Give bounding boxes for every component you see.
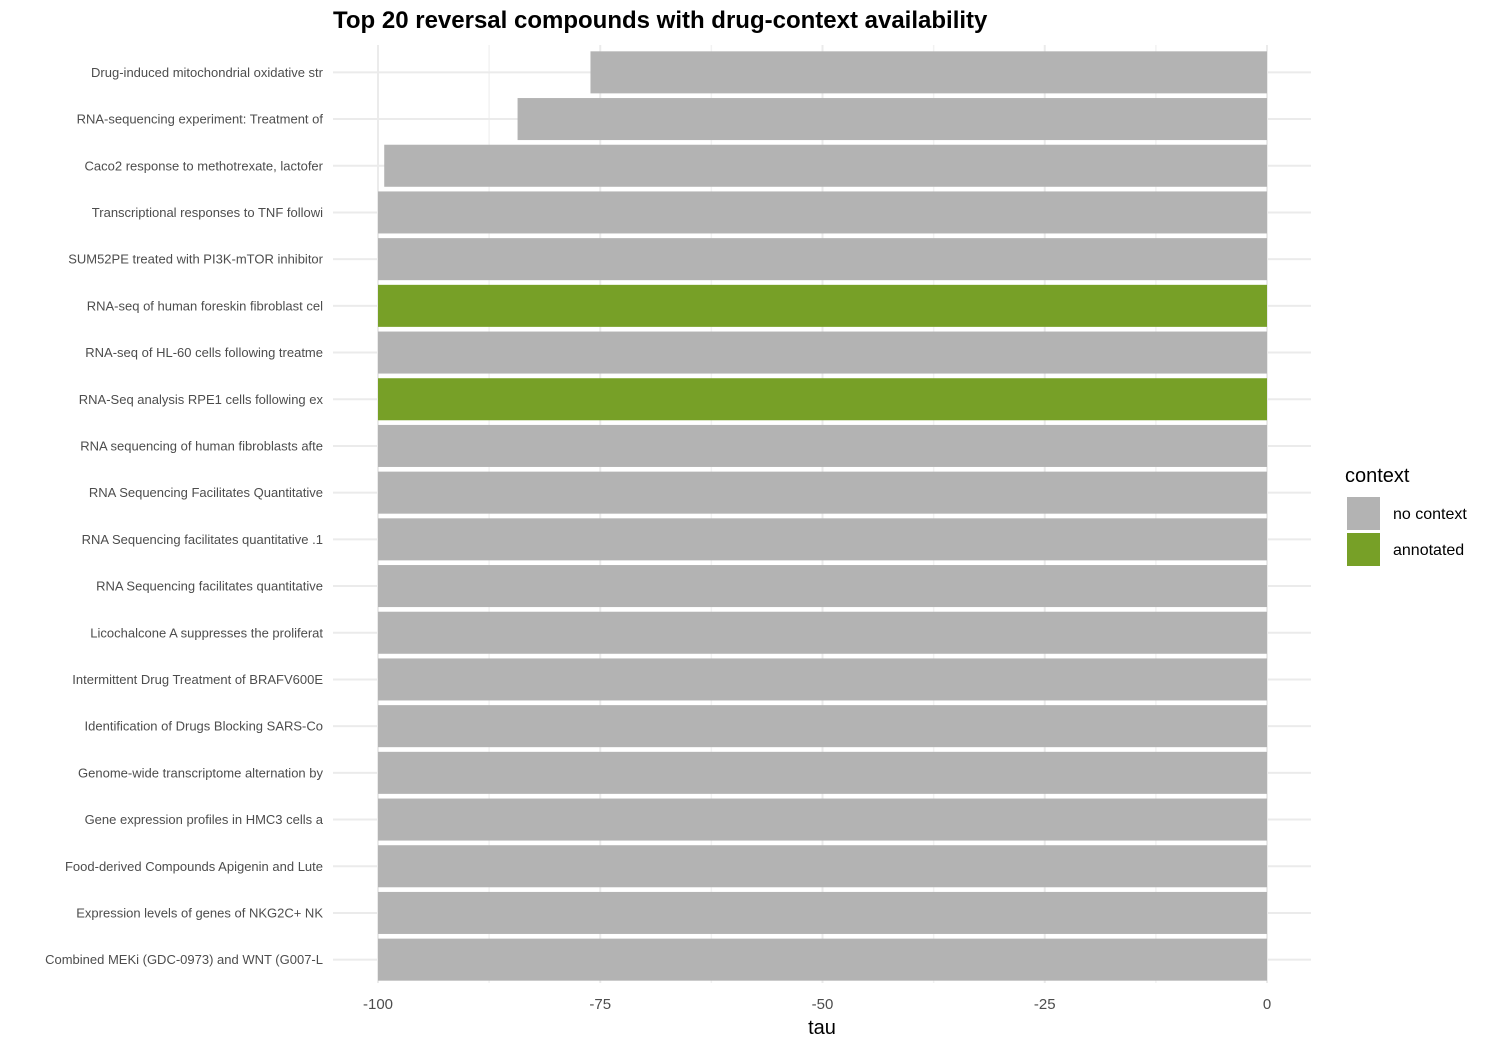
- y-tick-label: RNA-seq of HL-60 cells following treatme: [85, 345, 323, 360]
- bar: [378, 845, 1267, 888]
- bar: [378, 938, 1267, 981]
- bar: [517, 98, 1267, 141]
- y-tick-label: RNA Sequencing facilitates quantitative …: [82, 532, 323, 547]
- y-tick-label: Gene expression profiles in HMC3 cells a: [85, 812, 324, 827]
- bar: [378, 891, 1267, 934]
- bar: [378, 751, 1267, 794]
- legend-label: annotated: [1393, 542, 1464, 559]
- bar: [378, 424, 1267, 467]
- legend: context no context annotated: [1345, 465, 1467, 566]
- y-tick-label: Combined MEKi (GDC-0973) and WNT (G007-L: [45, 952, 323, 967]
- bar: [378, 378, 1267, 421]
- x-tick-label: -75: [589, 996, 611, 1013]
- y-tick-label: RNA Sequencing Facilitates Quantitative: [89, 485, 323, 500]
- y-tick-label: RNA-Seq analysis RPE1 cells following ex: [79, 392, 324, 407]
- y-tick-label: RNA-sequencing experiment: Treatment of: [77, 112, 324, 127]
- legend-title: context: [1345, 465, 1410, 487]
- bar: [378, 658, 1267, 701]
- bar: [378, 705, 1267, 748]
- bar: [590, 51, 1267, 94]
- y-tick-label: Transcriptional responses to TNF followi: [92, 205, 323, 220]
- bar: [378, 191, 1267, 234]
- legend-label: no context: [1393, 506, 1467, 523]
- y-axis-ticks: Drug-induced mitochondrial oxidative str…: [45, 65, 324, 967]
- x-axis-ticks: -100 -75 -50 -25 0: [363, 996, 1271, 1013]
- bars: [378, 51, 1267, 981]
- y-tick-label: Expression levels of genes of NKG2C+ NK: [76, 905, 323, 920]
- legend-swatch: [1347, 497, 1380, 530]
- x-tick-label: -100: [363, 996, 393, 1013]
- bar: [378, 798, 1267, 841]
- chart-title: Top 20 reversal compounds with drug-cont…: [333, 7, 988, 34]
- bar: [378, 565, 1267, 608]
- y-tick-label: Food-derived Compounds Apigenin and Lute: [65, 859, 323, 874]
- y-tick-label: RNA-seq of human foreskin fibroblast cel: [87, 298, 323, 313]
- y-tick-label: Identification of Drugs Blocking SARS-Co: [85, 719, 323, 734]
- legend-items: no context annotated: [1347, 497, 1467, 566]
- y-tick-label: SUM52PE treated with PI3K-mTOR inhibitor: [68, 252, 323, 267]
- bar: [378, 518, 1267, 561]
- y-tick-label: Caco2 response to methotrexate, lactofer: [85, 158, 324, 173]
- legend-swatch: [1347, 533, 1380, 566]
- x-tick-label: -25: [1034, 996, 1056, 1013]
- y-tick-label: Drug-induced mitochondrial oxidative str: [91, 65, 324, 80]
- bar: [378, 331, 1267, 374]
- y-tick-label: RNA Sequencing facilitates quantitative: [96, 579, 323, 594]
- bar: [378, 471, 1267, 514]
- bar: [378, 284, 1267, 327]
- x-axis-label: tau: [808, 1017, 836, 1039]
- y-tick-label: Genome-wide transcriptome alternation by: [78, 765, 323, 780]
- y-tick-label: Licochalcone A suppresses the proliferat: [90, 625, 323, 640]
- y-tick-label: Intermittent Drug Treatment of BRAFV600E: [72, 672, 323, 687]
- x-tick-label: 0: [1263, 996, 1271, 1013]
- bar: [378, 238, 1267, 281]
- x-tick-label: -50: [812, 996, 834, 1013]
- y-tick-label: RNA sequencing of human fibroblasts afte: [80, 438, 323, 453]
- bar: [378, 611, 1267, 654]
- bar: [384, 144, 1267, 187]
